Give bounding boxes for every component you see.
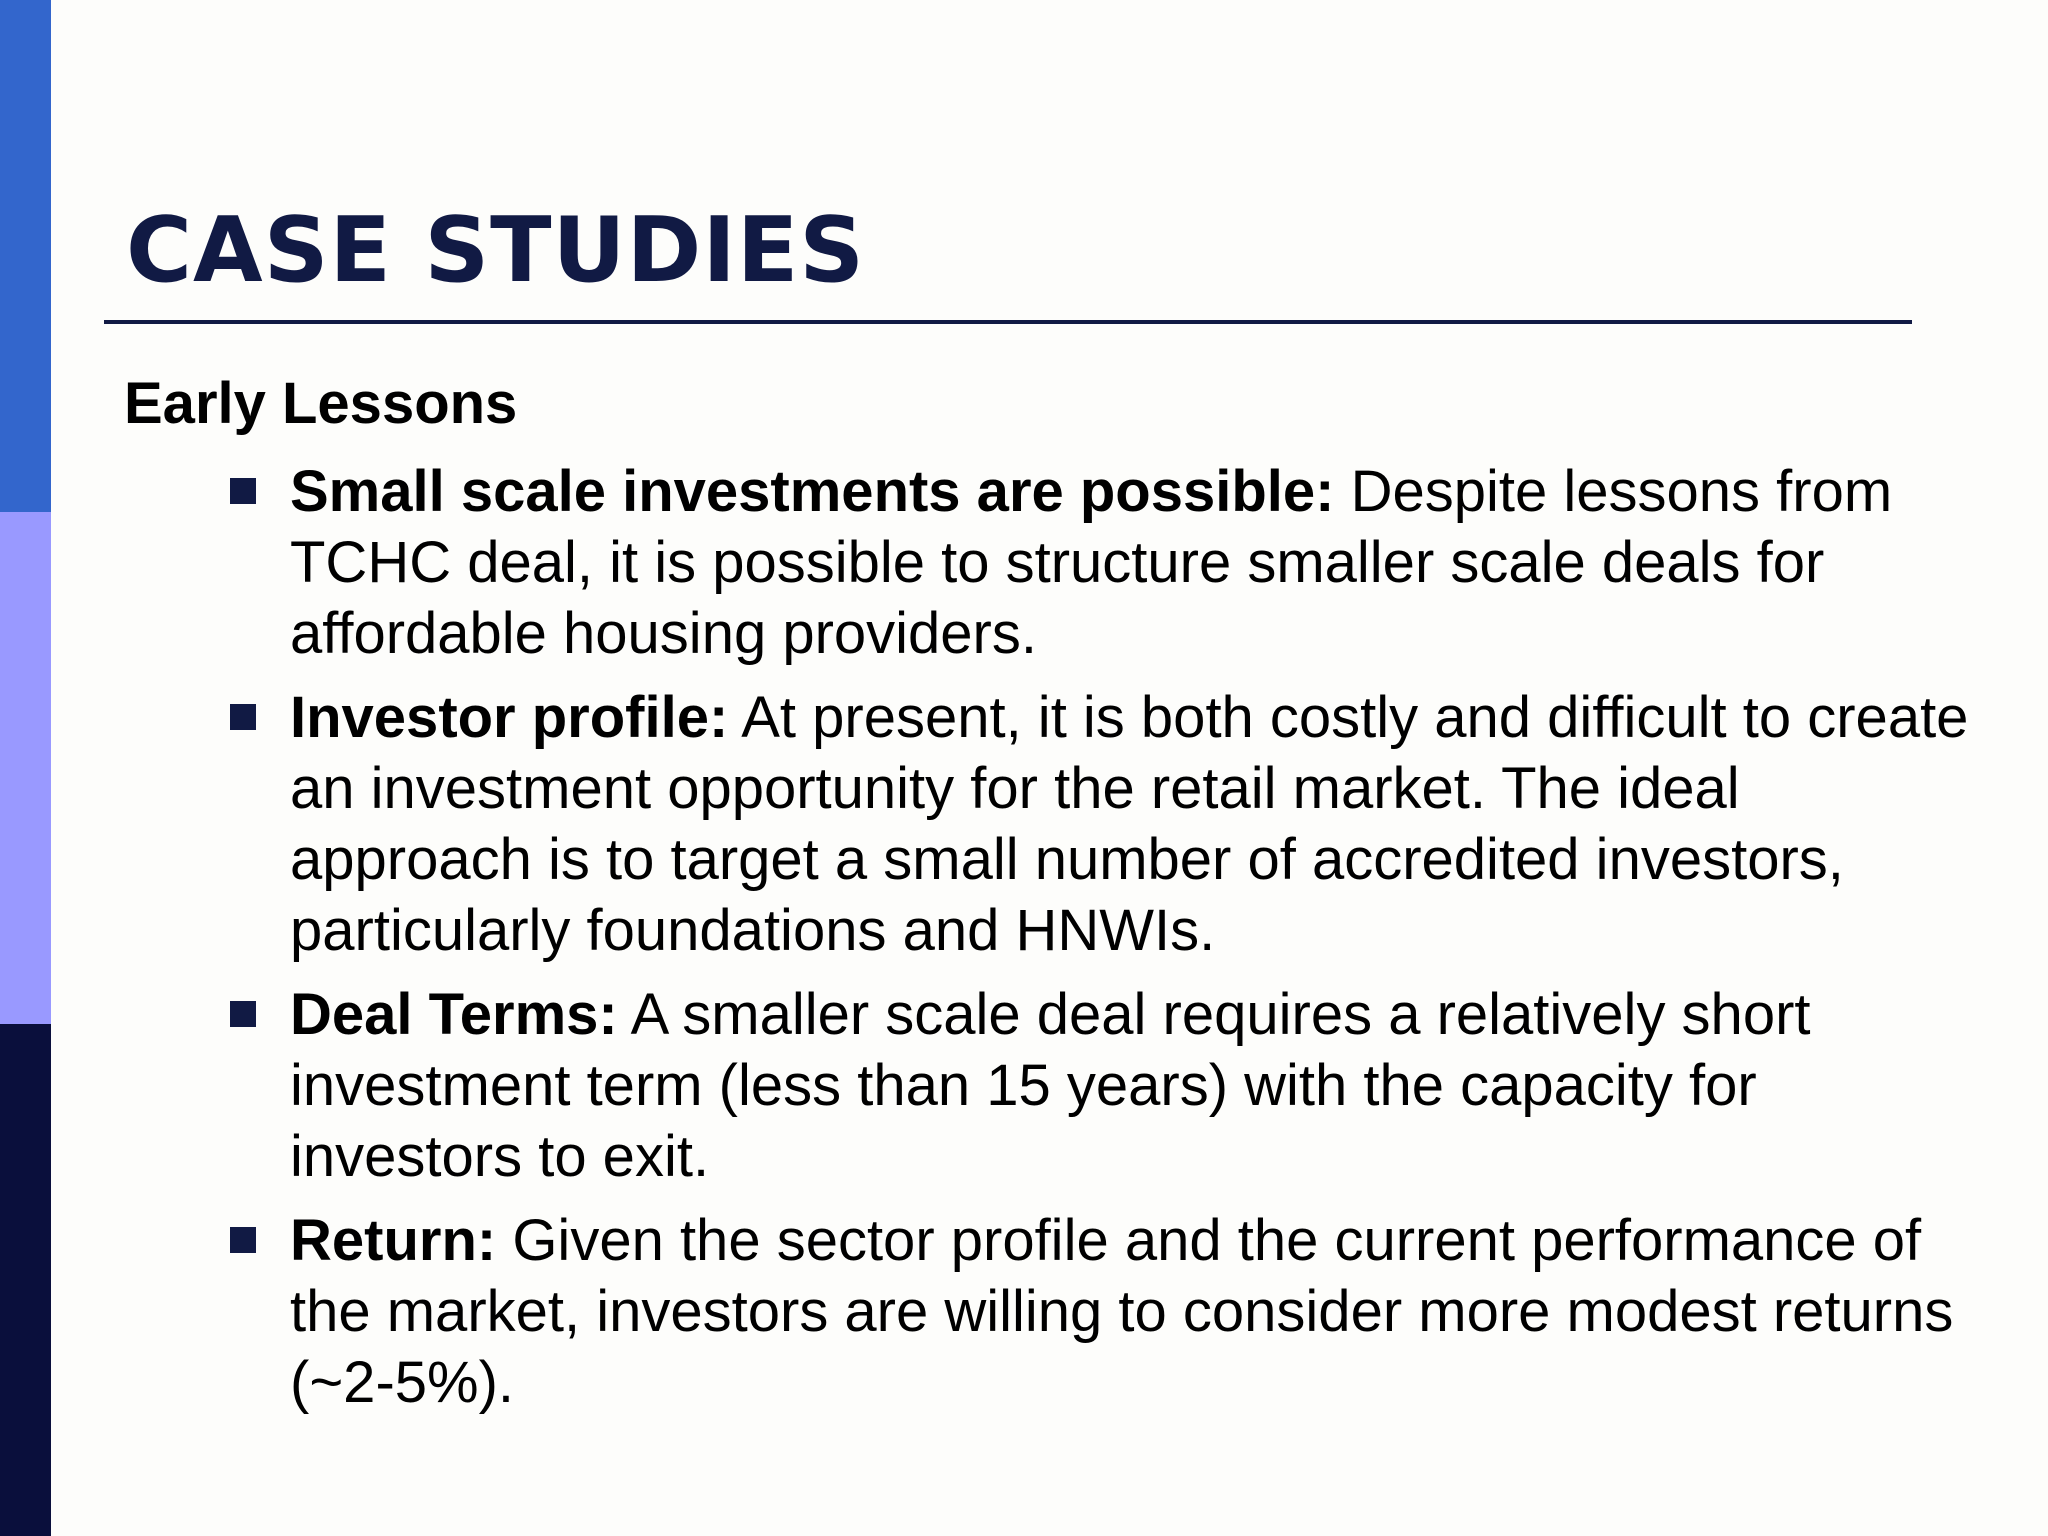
square-bullet-icon (230, 1001, 256, 1027)
bullet-list: Small scale investments are possible: De… (0, 456, 2048, 1431)
bullet-item-small-scale: Small scale investments are possible: De… (0, 456, 2048, 669)
slide-title: CASE STUDIES (126, 198, 866, 303)
bullet-item-deal-terms: Deal Terms: A smaller scale deal require… (0, 979, 2048, 1192)
bullet-text: A smaller scale deal requires a relative… (290, 982, 1811, 1189)
bullet-item-return: Return: Given the sector profile and the… (0, 1205, 2048, 1418)
square-bullet-icon (230, 704, 256, 730)
bullet-term: Deal Terms: (290, 982, 618, 1047)
bullet-term: Return: (290, 1208, 497, 1273)
title-divider (104, 320, 1912, 324)
bullet-item-investor-profile: Investor profile: At present, it is both… (0, 682, 2048, 966)
slide-subtitle: Early Lessons (124, 371, 518, 436)
square-bullet-icon (230, 1227, 256, 1253)
bullet-term: Investor profile: (290, 685, 729, 750)
accent-bar-middle (0, 512, 51, 1024)
square-bullet-icon (230, 478, 256, 504)
bullet-text: At present, it is both costly and diffic… (290, 685, 1969, 963)
bullet-term: Small scale investments are possible: (290, 459, 1335, 524)
bullet-text: Despite lessons from TCHC deal, it is po… (290, 459, 1893, 666)
accent-bar-top (0, 0, 51, 512)
bullet-text: Given the sector profile and the current… (290, 1208, 1954, 1415)
accent-bar-bottom (0, 1024, 51, 1536)
